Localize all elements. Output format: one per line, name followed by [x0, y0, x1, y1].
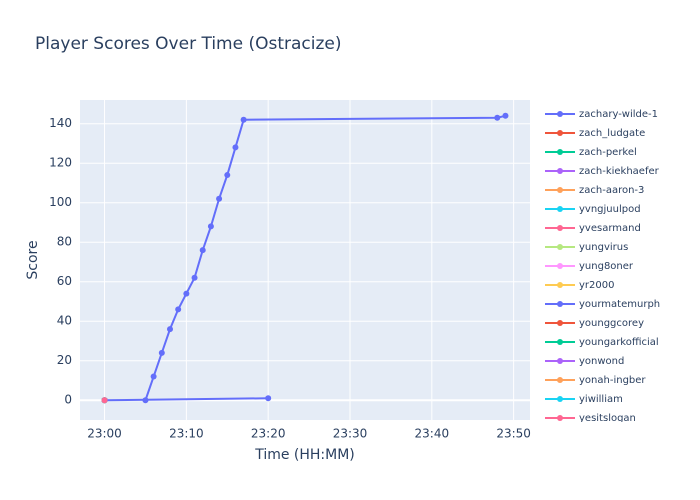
- legend-label: younggcorey: [579, 318, 644, 329]
- x-tick-label: 23:30: [333, 427, 368, 441]
- plot: [101, 112, 509, 404]
- legend-marker: [557, 244, 563, 250]
- legend-marker: [557, 130, 563, 136]
- data-point: [216, 195, 223, 202]
- legend-item[interactable]: yungvirus: [545, 242, 628, 253]
- legend-marker: [557, 225, 563, 231]
- legend-item[interactable]: yonwond: [545, 356, 624, 367]
- legend-item[interactable]: zach-aaron-3: [545, 185, 644, 196]
- legend-label: youngarkofficial: [579, 337, 659, 348]
- legend-item[interactable]: yr2000: [545, 280, 614, 291]
- data-point: [150, 373, 157, 380]
- legend-label: zachary-wilde-1: [579, 109, 658, 120]
- data-point: [191, 274, 198, 281]
- x-tick-label: 23:20: [251, 427, 286, 441]
- legend-label: yungvirus: [579, 242, 628, 253]
- y-axis-title: Score: [25, 240, 41, 279]
- legend-item[interactable]: zach-perkel: [545, 147, 637, 158]
- legend-item[interactable]: yourmatemurph: [545, 299, 660, 310]
- legend-item[interactable]: yvngjuulpod: [545, 204, 641, 215]
- legend-item[interactable]: yonah-ingber: [545, 375, 646, 386]
- data-point: [167, 326, 173, 333]
- legend-label: yvesarmand: [579, 223, 641, 234]
- x-tick-label: 23:40: [415, 427, 450, 441]
- legend-label: zach-aaron-3: [579, 185, 644, 196]
- legend-marker: [557, 377, 563, 383]
- legend-item[interactable]: zachary-wilde-1: [545, 109, 658, 120]
- legend-marker: [557, 111, 563, 117]
- data-point: [158, 349, 165, 356]
- legend-label: zach_ludgate: [579, 128, 645, 139]
- legend-label: yung8oner: [579, 261, 634, 272]
- x-axis-title: Time (HH:MM): [254, 447, 355, 463]
- data-point: [494, 114, 501, 121]
- legend-label: zach-kiekhaefer: [579, 166, 660, 177]
- legend-marker: [557, 206, 563, 212]
- legend[interactable]: zachary-wilde-1 zach_ludgate zach-perkel za…: [545, 109, 660, 424]
- plot-area: [80, 100, 530, 420]
- legend-item[interactable]: yung8oner: [545, 261, 634, 272]
- y-tick-label: 20: [57, 353, 72, 367]
- y-tick-label: 120: [49, 156, 72, 170]
- series-line: [104, 397, 269, 402]
- legend-marker: [557, 263, 563, 269]
- legend-marker: [557, 149, 563, 155]
- y-tick-label: 60: [57, 274, 72, 288]
- y-tick-label: 0: [64, 393, 72, 407]
- legend-label: yesitslogan: [579, 413, 636, 424]
- legend-marker: [557, 415, 563, 421]
- legend-marker: [557, 282, 563, 288]
- data-point: [199, 247, 206, 254]
- chart-title: Player Scores Over Time (Ostracize): [35, 34, 342, 54]
- legend-label: yiwilliam: [579, 394, 623, 405]
- data-point: [240, 116, 247, 123]
- data-point: [224, 172, 231, 179]
- data-point: [175, 306, 182, 313]
- legend-item[interactable]: youngarkofficial: [545, 337, 659, 348]
- x-tick-label: 23:50: [496, 427, 531, 441]
- legend-label: yonah-ingber: [579, 375, 646, 386]
- y-tick-label: 100: [49, 195, 72, 209]
- data-point: [101, 397, 108, 404]
- x-tick-label: 23:10: [169, 427, 204, 441]
- axes: 0 20 40 60 80 100 120 140 23:00 23:10 23:20 23:30 23…: [49, 116, 531, 440]
- legend-marker: [557, 320, 563, 326]
- legend-marker: [557, 358, 563, 364]
- legend-item[interactable]: yesitslogan: [545, 413, 636, 424]
- x-tick-label: 23:00: [87, 427, 122, 441]
- legend-marker: [557, 339, 563, 345]
- legend-item[interactable]: yiwilliam: [545, 394, 623, 405]
- legend-item[interactable]: younggcorey: [545, 318, 644, 329]
- legend-label: yonwond: [579, 356, 624, 367]
- legend-label: yr2000: [579, 280, 614, 291]
- legend-label: yourmatemurph: [579, 299, 660, 310]
- y-tick-label: 80: [57, 235, 72, 249]
- legend-item[interactable]: zach_ludgate: [545, 128, 645, 139]
- data-point: [183, 290, 190, 297]
- legend-item[interactable]: zach-kiekhaefer: [545, 166, 660, 177]
- data-point: [232, 144, 239, 151]
- legend-marker: [557, 187, 563, 193]
- legend-marker: [557, 301, 563, 307]
- legend-label: zach-perkel: [579, 147, 637, 158]
- legend-label: yvngjuulpod: [579, 204, 641, 215]
- data-point: [207, 223, 214, 230]
- grid: [80, 100, 530, 420]
- y-tick-label: 140: [49, 116, 72, 130]
- data-point: [502, 112, 509, 119]
- data-point: [265, 395, 272, 402]
- y-tick-label: 40: [57, 314, 72, 328]
- legend-marker: [557, 396, 563, 402]
- legend-marker: [557, 168, 563, 174]
- legend-item[interactable]: yvesarmand: [545, 223, 641, 234]
